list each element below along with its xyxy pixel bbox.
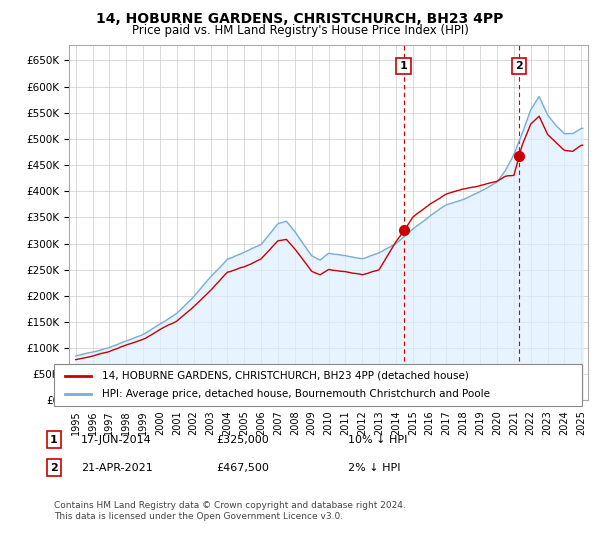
Text: 1: 1 (400, 61, 407, 71)
Text: £467,500: £467,500 (216, 463, 269, 473)
Text: 14, HOBURNE GARDENS, CHRISTCHURCH, BH23 4PP: 14, HOBURNE GARDENS, CHRISTCHURCH, BH23 … (97, 12, 503, 26)
Text: Contains HM Land Registry data © Crown copyright and database right 2024.
This d: Contains HM Land Registry data © Crown c… (54, 501, 406, 521)
Text: 21-APR-2021: 21-APR-2021 (81, 463, 153, 473)
Text: 2: 2 (515, 61, 523, 71)
FancyBboxPatch shape (54, 364, 582, 406)
Text: 10% ↓ HPI: 10% ↓ HPI (348, 435, 407, 445)
Text: 2: 2 (50, 463, 58, 473)
Text: £325,000: £325,000 (216, 435, 269, 445)
Text: 1: 1 (50, 435, 58, 445)
Text: Price paid vs. HM Land Registry's House Price Index (HPI): Price paid vs. HM Land Registry's House … (131, 24, 469, 36)
Text: 17-JUN-2014: 17-JUN-2014 (81, 435, 152, 445)
Text: 14, HOBURNE GARDENS, CHRISTCHURCH, BH23 4PP (detached house): 14, HOBURNE GARDENS, CHRISTCHURCH, BH23 … (101, 371, 469, 381)
Text: HPI: Average price, detached house, Bournemouth Christchurch and Poole: HPI: Average price, detached house, Bour… (101, 389, 490, 399)
Text: 2% ↓ HPI: 2% ↓ HPI (348, 463, 401, 473)
